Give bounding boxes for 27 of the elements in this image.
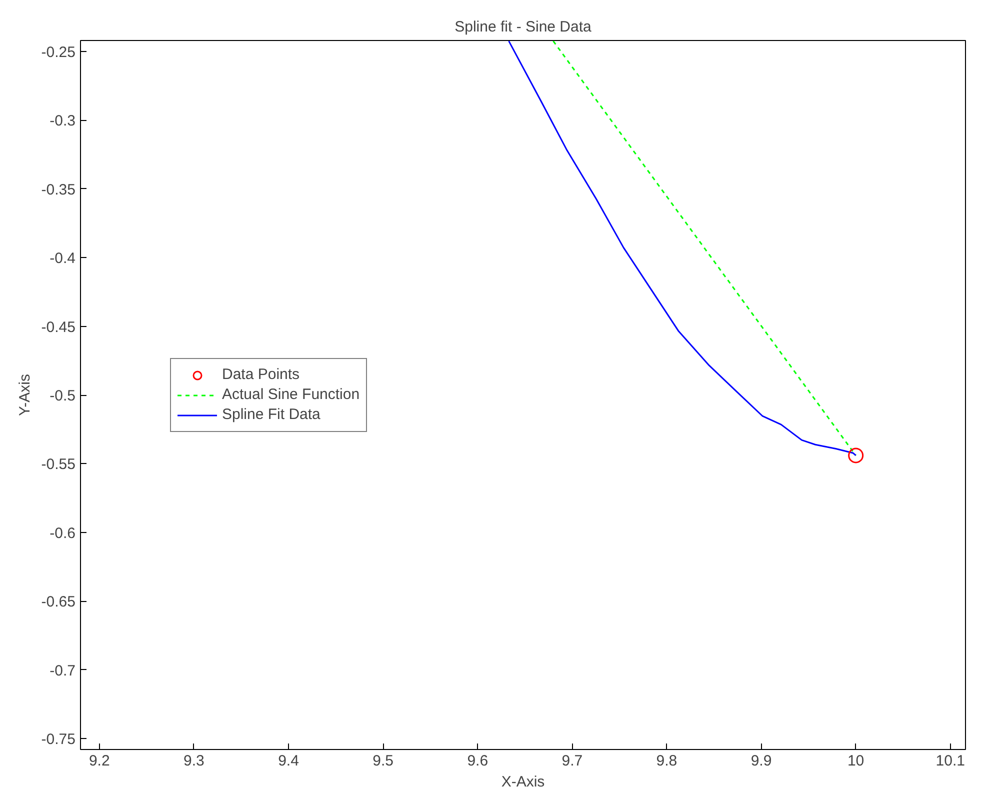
y-tick-label: -0.75 bbox=[41, 731, 76, 748]
y-tick-label: -0.5 bbox=[50, 388, 76, 404]
y-tick-label: -0.35 bbox=[41, 181, 76, 198]
x-tick-label: 10 bbox=[847, 752, 864, 770]
x-tick-label: 10.1 bbox=[936, 752, 965, 770]
y-tick-label: -0.55 bbox=[41, 456, 76, 474]
x-tick-label: 9.5 bbox=[372, 752, 394, 770]
x-tick-label: 9.4 bbox=[278, 752, 299, 770]
x-tick-label: 9.9 bbox=[750, 752, 772, 770]
y-tick-label: -0.4 bbox=[50, 250, 76, 268]
x-axis-title: X-Axis bbox=[501, 774, 545, 790]
chart-title: Spline fit - Sine Data bbox=[454, 18, 592, 36]
y-tick-label: -0.7 bbox=[50, 662, 76, 680]
y-tick-label: -0.65 bbox=[41, 594, 76, 611]
x-tick-label: 9.2 bbox=[88, 752, 110, 770]
y-tick-label: -0.6 bbox=[50, 524, 76, 542]
legend-label: Actual Sine Function bbox=[222, 386, 360, 403]
x-tick-label: 9.7 bbox=[562, 752, 583, 770]
y-tick-label: -0.45 bbox=[41, 318, 76, 336]
x-tick-label: 9.6 bbox=[467, 752, 488, 770]
y-tick-label: -0.3 bbox=[50, 112, 76, 130]
y-tick-label: -0.25 bbox=[41, 44, 76, 61]
legend-label: Spline Fit Data bbox=[222, 406, 320, 423]
x-tick-label: 9.8 bbox=[656, 752, 678, 770]
y-axis-title: Y-Axis bbox=[16, 374, 34, 416]
x-tick-label: 9.3 bbox=[184, 752, 204, 770]
legend-label: Data Points bbox=[222, 366, 300, 383]
